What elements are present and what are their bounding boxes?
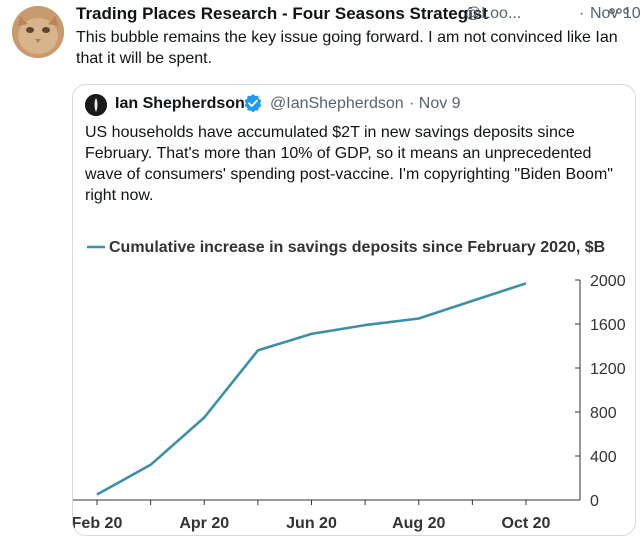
quoted-tweet[interactable]: Ian Shepherdson @IanShepherdson · Nov 9 … [72,84,636,536]
quoted-tweet-text: US households have accumulated $2T in ne… [85,124,613,204]
chart-series [96,282,527,496]
quoted-tweet-date[interactable]: · Nov 9 [409,95,461,112]
chart-title: Cumulative increase in savings deposits … [109,239,605,256]
y-tick-label: 1600 [590,317,626,334]
tweet-header: Trading Places Research - Four Seasons S… [76,2,640,26]
series-line-savings-deposits [96,282,527,496]
x-tick-label: Jun 20 [286,515,337,532]
x-tick-label: Aug 20 [392,515,445,532]
avatar[interactable] [12,6,64,58]
cat-avatar-image [12,6,64,58]
quoted-author-handle[interactable]: @IanShepherdson [270,95,404,112]
separator-dot: · [579,5,585,22]
y-tick-label: 800 [590,405,617,422]
savings-deposits-line-chart: Cumulative increase in savings deposits … [73,239,626,532]
quoted-author-name[interactable]: Ian Shepherdson [115,95,245,112]
tweet-text: This bubble remains the key issue going … [76,29,618,67]
y-tick-label: 1200 [590,361,626,378]
y-tick-label: 0 [590,493,599,510]
x-tick-label: Apr 20 [179,515,229,532]
quoted-avatar[interactable] [85,94,107,116]
more-icon[interactable] [608,3,630,19]
x-tick-label: Oct 20 [502,515,551,532]
author-handle[interactable]: @Loo... [465,5,522,22]
y-tick-label: 2000 [590,273,626,290]
x-tick-label: Feb 20 [73,515,122,532]
y-tick-label: 400 [590,449,617,466]
author-name[interactable]: Trading Places Research - Four Seasons S… [76,4,488,23]
chart-axes: 0 400 800 1200 1600 2000 Feb 20 Apr 20 Jun 20 Aug… [73,273,626,532]
verified-badge-icon [243,93,263,113]
